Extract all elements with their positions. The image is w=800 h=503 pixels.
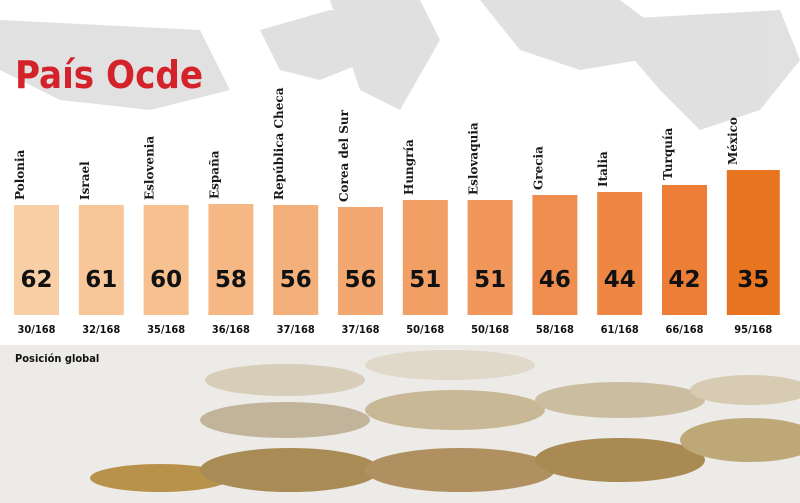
rank-label: 66/168 <box>665 323 703 336</box>
rank-caption: Posición global <box>15 352 99 365</box>
background-map <box>0 0 800 130</box>
bar <box>78 205 124 315</box>
category-label: Hungría <box>402 139 416 195</box>
bar <box>208 204 254 315</box>
value-label: 51 <box>474 267 506 293</box>
rank-label: 50/168 <box>471 323 509 336</box>
category-label: Polonia <box>13 149 27 200</box>
rank-label: 37/168 <box>277 323 315 336</box>
value-label: 44 <box>604 267 636 293</box>
value-label: 61 <box>85 267 117 293</box>
bar <box>338 207 383 315</box>
bar <box>726 170 780 315</box>
coins <box>0 345 800 503</box>
category-label: Israel <box>78 161 92 200</box>
category-label: Corea del Sur <box>337 109 351 202</box>
category-label: México <box>726 117 740 165</box>
value-label: 46 <box>539 267 571 293</box>
bar <box>662 185 707 315</box>
category-label: Italia <box>596 151 610 187</box>
rank-label: 50/168 <box>406 323 444 336</box>
value-label: 56 <box>280 267 312 293</box>
bar <box>597 192 643 315</box>
chart-title: País Ocde <box>15 53 203 97</box>
category-label: Grecia <box>531 146 545 190</box>
value-label: 58 <box>215 267 247 293</box>
rank-label: 61/168 <box>601 323 639 336</box>
value-label: 35 <box>737 267 769 293</box>
bar <box>467 200 513 315</box>
bar <box>143 205 189 315</box>
rank-label: 35/168 <box>147 323 185 336</box>
category-label: Turquía <box>661 127 675 180</box>
rank-label: 95/168 <box>734 323 772 336</box>
rank-label: 30/168 <box>17 323 55 336</box>
bar <box>402 200 448 315</box>
category-label: España <box>207 150 221 199</box>
category-label: Eslovaquia <box>467 122 481 195</box>
value-label: 51 <box>409 267 441 293</box>
value-label: 42 <box>668 267 700 293</box>
category-label: Eslovenia <box>143 136 157 200</box>
bar <box>532 195 578 315</box>
bar <box>14 205 59 315</box>
category-label: República Checa <box>272 87 286 200</box>
rank-label: 37/168 <box>341 323 379 336</box>
rank-label: 32/168 <box>82 323 120 336</box>
value-label: 62 <box>20 267 52 293</box>
rank-label: 58/168 <box>536 323 574 336</box>
value-label: 56 <box>344 267 376 293</box>
value-label: 60 <box>150 267 182 293</box>
rank-label: 36/168 <box>212 323 250 336</box>
bar <box>273 205 319 315</box>
